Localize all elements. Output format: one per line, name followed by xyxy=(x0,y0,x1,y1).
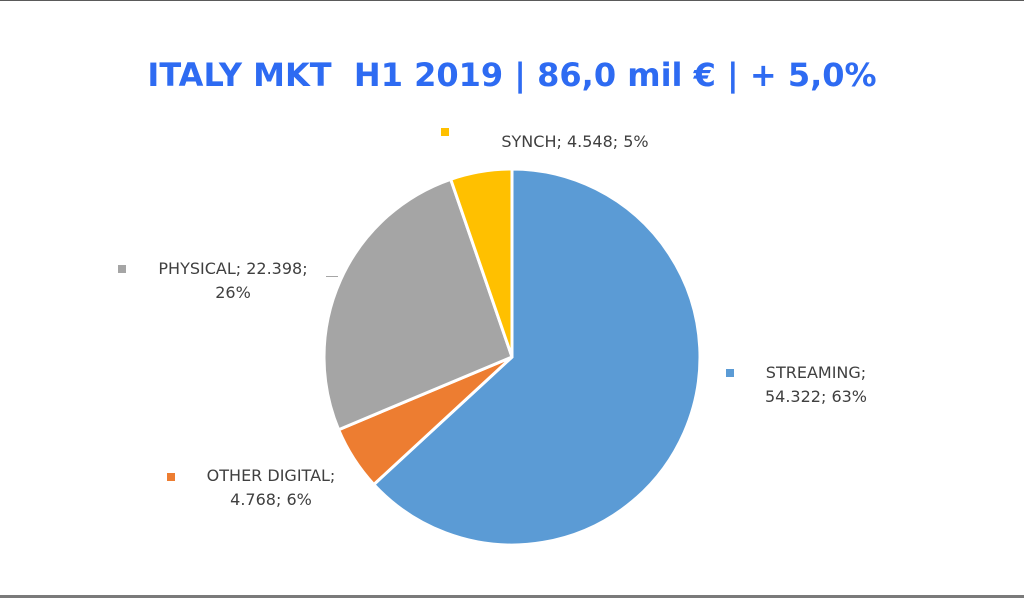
legend-swatch-physical xyxy=(118,265,126,273)
slice-label-synch-line1: SYNCH; 4.548; 5% xyxy=(501,132,649,151)
slice-label-other-digital-line2: 4.768; 6% xyxy=(230,490,312,509)
slice-label-physical: PHYSICAL; 22.398; 26% xyxy=(130,257,336,305)
chart-title: ITALY MKT H1 2019 | 86,0 mil € | + 5,0% xyxy=(147,56,877,94)
slice-label-synch: SYNCH; 4.548; 5% xyxy=(470,130,680,154)
slice-label-other-digital: OTHER DIGITAL; 4.768; 6% xyxy=(180,464,362,512)
slice-label-physical-line1: PHYSICAL; 22.398; xyxy=(158,259,308,278)
pie-slice-streaming xyxy=(372,167,702,547)
physical-leader-line xyxy=(326,276,338,277)
slice-label-streaming: STREAMING; 54.322; 63% xyxy=(736,361,896,409)
slice-label-other-digital-line1: OTHER DIGITAL; xyxy=(206,466,336,485)
slice-label-physical-line2: 26% xyxy=(215,283,251,302)
legend-swatch-other-digital xyxy=(167,473,175,481)
slice-label-streaming-line2: 54.322; 63% xyxy=(764,387,868,406)
pie-slice-synch xyxy=(449,167,514,359)
slice-label-streaming-line1: STREAMING; xyxy=(765,363,867,382)
legend-swatch-synch xyxy=(441,128,449,136)
pie-slice-physical xyxy=(322,177,514,432)
legend-swatch-streaming xyxy=(726,369,734,377)
